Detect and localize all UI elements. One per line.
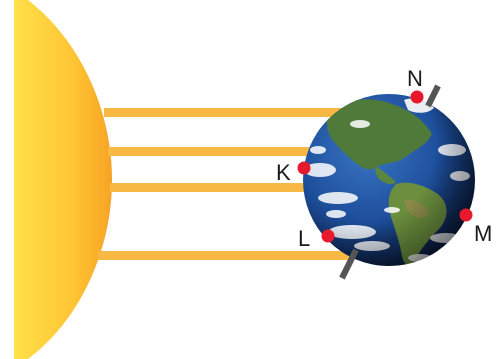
point-k-label: K [276,160,291,185]
point-m-label: M [474,221,492,246]
ray-3 [110,183,308,192]
point-l-label: L [298,226,310,251]
ray-2 [108,147,316,156]
point-n-marker [410,90,424,104]
point-k-marker [297,161,311,175]
point-m-marker [459,208,473,222]
point-l-marker [321,229,335,243]
point-n-label: N [407,66,423,91]
ray-4 [98,251,350,260]
ray-1 [104,108,354,117]
earth [303,94,475,266]
sun [14,0,112,359]
sun-rays [98,108,354,260]
